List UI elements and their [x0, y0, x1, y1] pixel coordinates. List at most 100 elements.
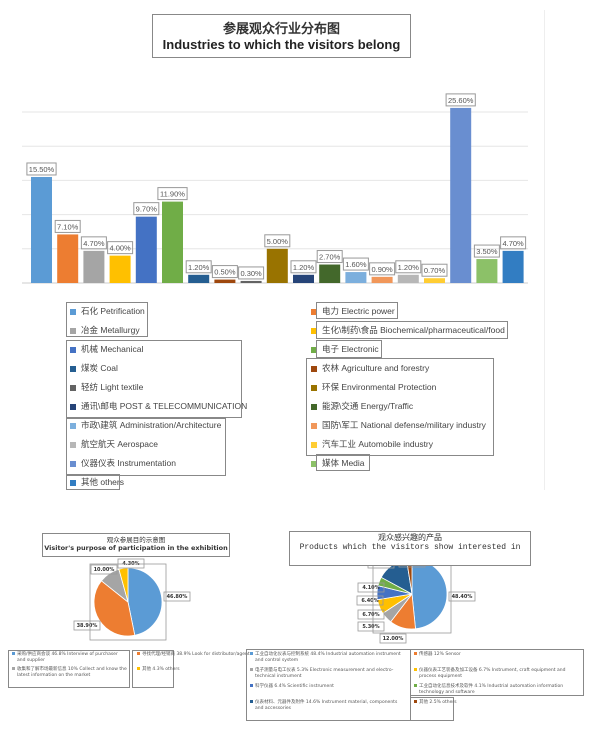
legend-item: 生化\制药\食品 Biochemical/pharmaceutical/food — [311, 324, 505, 336]
bar-title-cn: 参展观众行业分布图 — [222, 22, 340, 37]
data-label-box — [107, 241, 134, 255]
legend-item: 农林 Agriculture and forestry — [311, 362, 429, 374]
legend-item: 电力 Electric power — [311, 305, 395, 317]
bar-2 — [83, 250, 105, 283]
pie-data-label: 48.40% — [452, 594, 473, 600]
bar-data-label: 4.70% — [502, 239, 524, 248]
legend-swatch — [70, 403, 76, 410]
pie-legend-item: 电子测量与电工仪表 5.3% Electronic measurement an… — [250, 668, 405, 680]
legend-label: 工业自动化仪表与控制系统 48.4% Industrial automation… — [255, 652, 401, 663]
legend-label: 传感器 12% Sensor — [419, 652, 461, 657]
data-label-box — [163, 591, 191, 602]
legend-label: 市政\建筑 Administration/Architecture — [81, 420, 222, 430]
bar-8 — [240, 280, 262, 283]
bar-data-label: 5.00% — [267, 237, 289, 246]
bar-data-label: 11.90% — [160, 190, 185, 199]
bar-6 — [188, 274, 210, 283]
bar-5 — [162, 201, 183, 283]
legend-label: 石化 Petrification — [81, 306, 145, 316]
bar-7 — [214, 279, 236, 283]
legend-swatch — [70, 308, 76, 315]
legend-label: 生化\制药\食品 Biochemical/pharmaceutical/food — [322, 325, 505, 335]
bar-data-label: 1.20% — [398, 263, 420, 272]
pie-legend-item: 仪表材料、元器件及附件 14.6% Instrument material, c… — [250, 700, 405, 712]
legend-swatch — [311, 422, 317, 429]
legend-swatch — [12, 667, 15, 670]
pie-legend-item: 其他 4.3% others — [137, 667, 252, 673]
legend-label: 寻找代理/经销商 38.9% Look for distributor/agen… — [142, 652, 250, 657]
bar-data-label: 1.60% — [345, 260, 367, 269]
bar-0 — [31, 176, 52, 283]
bar-data-label: 3.50% — [476, 247, 498, 256]
bar-chart-title: 参展观众行业分布图 Industries to which the visito… — [152, 14, 411, 58]
legend-item: 汽车工业 Automobile industry — [311, 438, 433, 450]
legend-swatch — [311, 346, 317, 353]
data-label-box — [185, 260, 212, 274]
legend-item: 机械 Mechanical — [70, 343, 143, 355]
pie-legend-item: 收集和了解市场最新信息 10% Collect and know the lat… — [12, 667, 127, 679]
data-label-box — [26, 162, 57, 176]
data-label-box — [54, 219, 81, 233]
legend-swatch — [250, 684, 253, 687]
legend-item: 能源\交通 Energy/Traffic — [311, 400, 413, 412]
legend-swatch — [311, 403, 317, 410]
data-label-box — [211, 265, 238, 279]
data-label-box — [290, 260, 317, 274]
legend-swatch — [414, 684, 417, 687]
legend-label: 仪表材料、元器件及附件 14.6% Instrument material, c… — [255, 700, 398, 711]
legend-label: 轻纺 Light textile — [81, 382, 144, 392]
pie1-title-en: Visitor's purpose of participation in th… — [44, 544, 228, 552]
legend-label: 其他 2.5% others — [419, 700, 457, 705]
bar-10 — [293, 274, 314, 283]
legend-label: 农林 Agriculture and forestry — [322, 363, 430, 373]
legend-label: 工业自动化信息技术及软件 4.1% Industrial automation … — [419, 684, 564, 695]
legend-label: 电力 Electric power — [322, 306, 395, 316]
bar-11 — [319, 264, 341, 283]
data-label-box — [90, 564, 118, 575]
pie-data-label: 12.00% — [383, 636, 404, 642]
bar-17 — [476, 259, 498, 283]
legend-swatch — [311, 308, 317, 315]
pie-legend-item: 工业自动化仪表与控制系统 48.4% Industrial automation… — [250, 652, 405, 664]
legend-label: 航空航天 Aerospace — [81, 439, 158, 449]
legend-label: 冶金 Metallurgy — [81, 325, 140, 335]
data-label-box — [357, 609, 385, 620]
legend-swatch — [70, 384, 76, 391]
legend-swatch — [311, 460, 317, 467]
legend-item: 石化 Petrification — [70, 305, 145, 317]
legend-item: 冶金 Metallurgy — [70, 324, 140, 336]
pie1-slice-0 — [127, 567, 163, 636]
legend-swatch — [70, 460, 76, 467]
legend-label: 能源\交通 Energy/Traffic — [322, 401, 414, 411]
legend-group-box — [306, 358, 494, 456]
bar-15 — [424, 278, 445, 283]
legend-group-box — [8, 650, 130, 688]
legend-label: 机械 Mechanical — [81, 344, 144, 354]
pie-legend-item: 其他 2.5% others — [414, 700, 569, 706]
legend-label: 其他 others — [81, 477, 124, 487]
bar-9 — [266, 248, 288, 283]
legend-swatch — [12, 652, 15, 655]
data-label-box — [379, 633, 407, 644]
pie-data-label: 38.90% — [77, 623, 98, 629]
bar-data-label: 0.90% — [371, 265, 393, 274]
legend-item: 电子 Electronic — [311, 343, 379, 355]
legend-label: 国防\军工 National defense/military industry — [322, 420, 486, 430]
data-label-box — [117, 558, 145, 569]
bar-3 — [109, 255, 131, 283]
legend-label: 仪器仪表 Instrumentation — [81, 458, 176, 468]
pie1-title: 观众参展目的示意图 Visitor's purpose of participa… — [42, 533, 230, 557]
data-label-box — [395, 260, 422, 274]
legend-swatch — [70, 479, 76, 486]
legend-group-box — [66, 474, 120, 490]
legend-swatch — [311, 441, 317, 448]
legend-swatch — [311, 327, 317, 334]
pie-data-label: 10.00% — [94, 567, 115, 573]
legend-item: 航空航天 Aerospace — [70, 438, 158, 450]
legend-swatch — [70, 365, 76, 372]
legend-label: 收集和了解市场最新信息 10% Collect and know the lat… — [17, 667, 127, 678]
legend-label: 仪器仪表工艺装备及加工设备 6.7% Instrument, craft equ… — [419, 668, 566, 679]
legend-group-box — [316, 321, 508, 339]
